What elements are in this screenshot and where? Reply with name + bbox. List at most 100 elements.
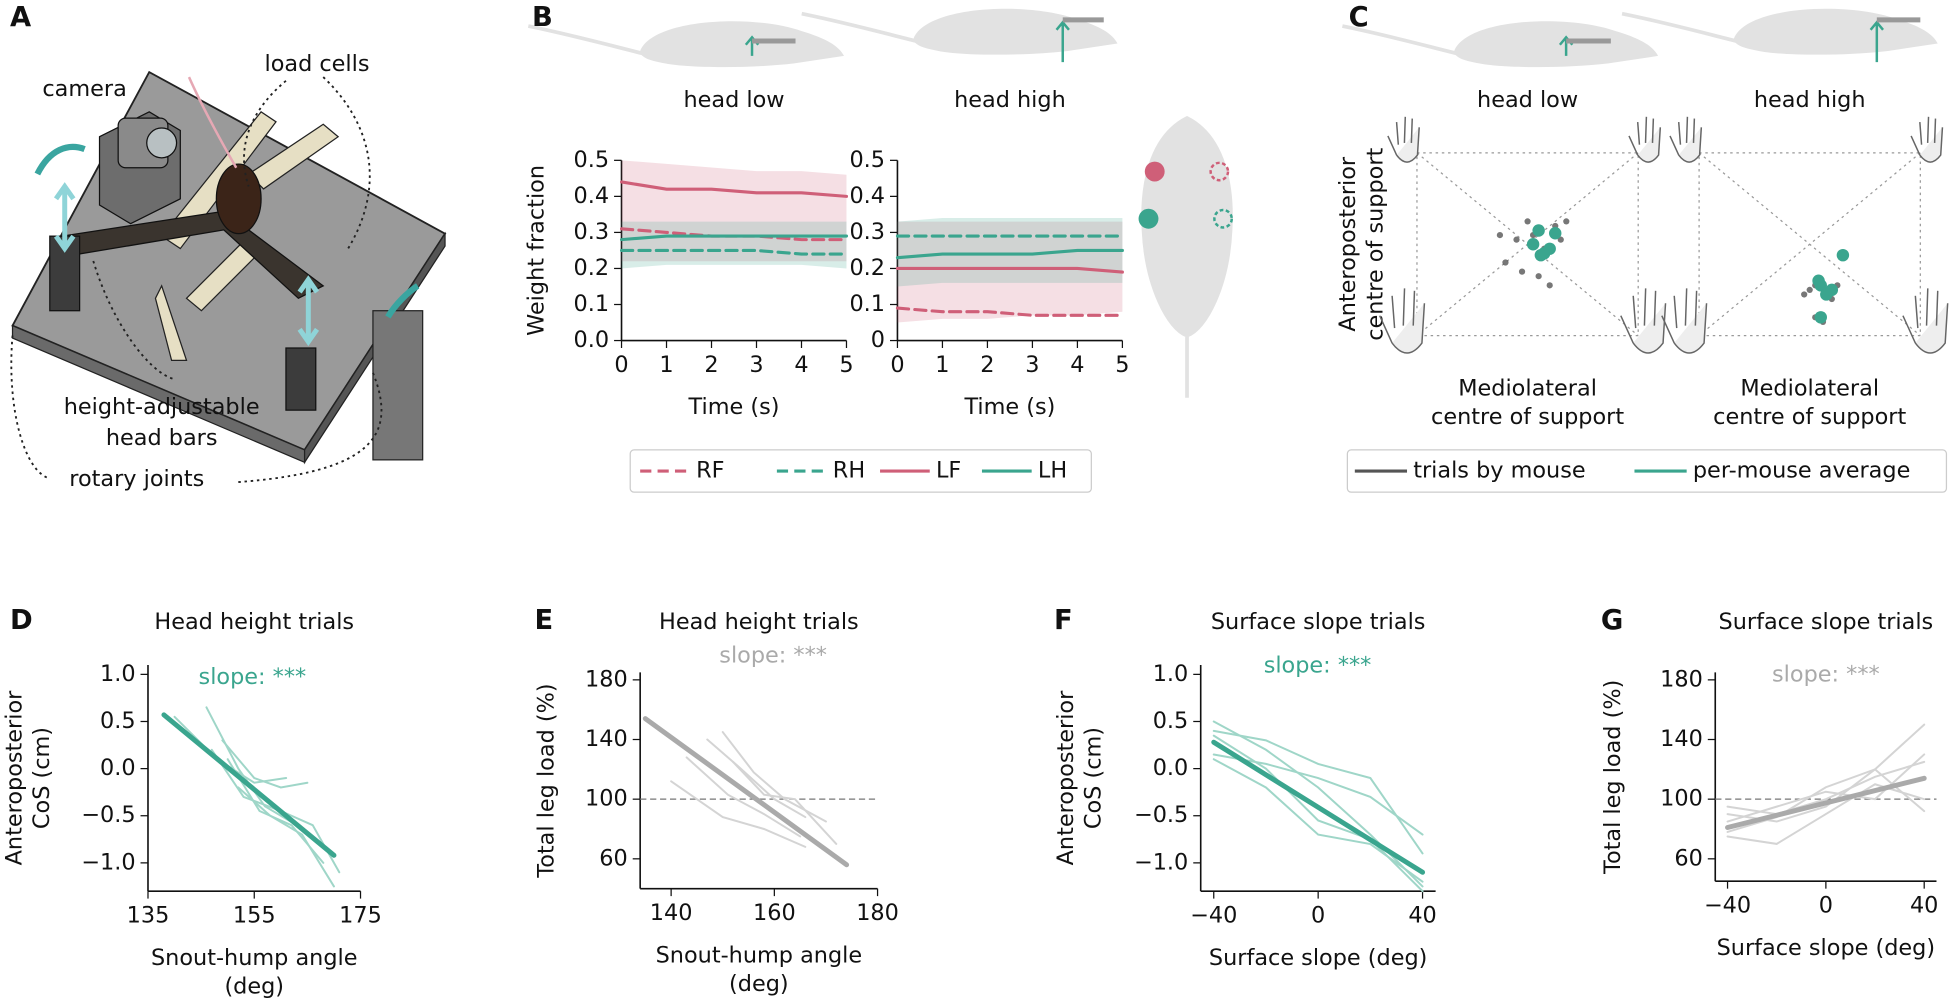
- mouse-silhouettes: [526, 6, 1940, 398]
- y-tick-label: 1.0: [1153, 661, 1189, 687]
- x-tick-label: 3: [1025, 352, 1039, 378]
- panel-label: D: [10, 605, 33, 636]
- legend-label: trials by mouse: [1413, 458, 1585, 484]
- y-tick-label: 0.4: [574, 183, 610, 209]
- paw-icon: [1910, 116, 1944, 163]
- panel-label: F: [1054, 605, 1073, 636]
- rig-illustration: [10, 70, 447, 484]
- chart-title: Surface slope trials: [1211, 609, 1426, 635]
- data-point: [1532, 224, 1545, 237]
- x-axis-label: Surface slope (deg): [1717, 935, 1935, 961]
- paw-icon: [1661, 288, 1708, 354]
- y-tick-label: 0.2: [849, 255, 885, 281]
- paw-icon: [1378, 288, 1426, 354]
- data-point: [1543, 242, 1556, 256]
- x-axis-label: Snout-hump angle: [656, 942, 863, 968]
- x-axis-label: Surface slope (deg): [1209, 945, 1427, 971]
- data-line: [619, 234, 849, 242]
- data-line: [205, 706, 298, 827]
- x-axis-label: (deg): [729, 971, 789, 997]
- legend-label: LF: [936, 458, 961, 484]
- x-tick-label: 155: [233, 902, 276, 928]
- x-tick-label: 135: [127, 902, 170, 928]
- data-point: [1546, 282, 1553, 289]
- legend-label: RF: [696, 458, 724, 484]
- illustration-label: height-adjustable: [64, 394, 260, 420]
- panel-label: G: [1601, 605, 1623, 636]
- x-tick-label: 160: [753, 900, 796, 926]
- x-axis-label: Snout-hump angle: [151, 945, 358, 971]
- data-line: [642, 716, 850, 868]
- annotation: slope: ***: [1772, 661, 1880, 687]
- x-tick-label: 40: [1910, 893, 1938, 919]
- legend-label: LH: [1038, 458, 1067, 484]
- panel-label: B: [532, 2, 553, 33]
- x-axis-label: Mediolateral: [1740, 376, 1879, 402]
- y-axis-label: Total leg load (%): [1600, 680, 1626, 875]
- x-tick-label: −40: [1190, 902, 1237, 928]
- y-tick-label: 140: [1660, 726, 1703, 752]
- data-point: [1814, 311, 1827, 324]
- panel-label: A: [10, 2, 32, 33]
- legend-box: [629, 449, 1092, 493]
- illustration-label: load cells: [265, 51, 370, 77]
- x-axis-label: Time (s): [688, 394, 780, 420]
- data-point: [1563, 218, 1570, 225]
- data-line: [237, 786, 335, 888]
- y-tick-label: 0.0: [574, 327, 610, 353]
- x-tick-label: 2: [980, 352, 994, 378]
- confidence-band: [897, 221, 1123, 323]
- support-frame: [1416, 152, 1639, 337]
- data-line: [1726, 760, 1926, 816]
- y-tick-label: 0.5: [849, 147, 885, 173]
- y-tick-label: 0.3: [849, 219, 885, 245]
- y-tick-label: 0.1: [849, 291, 885, 317]
- y-tick-label: −1.0: [81, 849, 135, 875]
- x-tick-label: 1: [659, 352, 673, 378]
- y-tick-label: −1.0: [1134, 849, 1188, 875]
- data-line: [1212, 729, 1424, 855]
- data-point: [1836, 248, 1850, 262]
- data-line: [895, 306, 1124, 317]
- y-axis-label: Total leg load (%): [533, 683, 559, 878]
- data-line: [721, 731, 827, 823]
- paw-icon: [1387, 116, 1420, 163]
- x-tick-label: 3: [749, 352, 763, 378]
- data-point: [1549, 227, 1562, 240]
- legend-label: per-mouse average: [1693, 458, 1910, 484]
- x-tick-label: −40: [1704, 893, 1751, 919]
- data-line: [1726, 768, 1926, 833]
- y-tick-label: 0.0: [100, 755, 136, 781]
- data-line: [732, 760, 838, 845]
- x-axis-label: centre of support: [1431, 404, 1624, 430]
- legend-label: RH: [833, 458, 865, 484]
- data-line: [895, 248, 1124, 260]
- illustration-label: camera: [42, 76, 126, 102]
- confidence-band: [621, 221, 847, 269]
- panel-label: E: [535, 605, 554, 636]
- annotation: slope: ***: [199, 664, 307, 690]
- y-tick-label: 0.0: [1153, 755, 1189, 781]
- data-point: [1812, 274, 1825, 287]
- panel-label: C: [1349, 2, 1369, 33]
- x-axis-label: (deg): [224, 973, 284, 999]
- x-tick-label: 0: [1311, 902, 1325, 928]
- y-tick-label: 0.5: [574, 147, 610, 173]
- data-line: [619, 180, 849, 198]
- data-point: [1825, 283, 1839, 297]
- y-axis-label: Anteroposterior: [1053, 690, 1079, 866]
- x-tick-label: 0: [890, 352, 904, 378]
- data-line: [895, 266, 1124, 274]
- y-tick-label: 60: [1674, 845, 1702, 871]
- chart-title: head low: [683, 87, 784, 113]
- data-point: [1513, 236, 1520, 243]
- confidence-band: [897, 218, 1123, 287]
- paw-icon: [1628, 116, 1662, 163]
- y-tick-label: −0.5: [81, 802, 135, 828]
- data-point: [1526, 238, 1540, 251]
- data-point: [1801, 291, 1808, 298]
- y-tick-label: 100: [1660, 786, 1703, 812]
- paw-icon: [1902, 288, 1949, 354]
- x-tick-label: 5: [1115, 352, 1129, 378]
